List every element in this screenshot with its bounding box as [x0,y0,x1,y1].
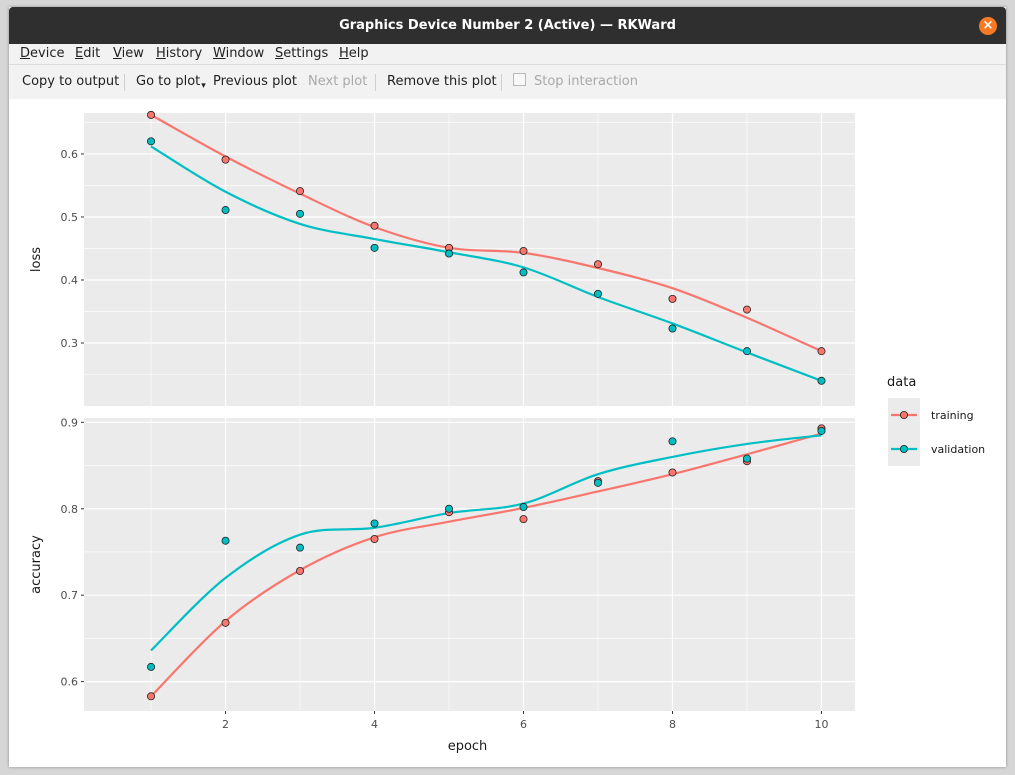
go-to-plot-button[interactable]: Go to plot▾ [136,65,206,99]
y-tick-label: 0.4 [61,274,79,287]
x-tick-label: 8 [669,718,676,731]
legend: data training validation [887,375,985,466]
x-tick-label: 10 [814,718,828,731]
validation-smooth-line [150,145,822,382]
legend-label-training: training [931,409,974,422]
checkbox-icon [513,73,526,86]
validation-point [594,289,603,298]
legend-key-point [900,444,909,453]
training-point [519,246,528,255]
x-axis-label: epoch [448,739,488,754]
previous-plot-button[interactable]: Previous plot [213,74,297,89]
window-title: Graphics Device Number 2 (Active) — RKWa… [339,18,676,33]
validation-point [519,503,528,512]
training-point [296,566,305,575]
validation-point [668,437,677,446]
menu-bar: Device Edit View History Window Settings… [9,44,1006,65]
menu-edit[interactable]: Edit [75,46,101,61]
training-point [147,110,156,119]
validation-point [370,519,379,528]
y-tick-label: 0.6 [61,148,79,161]
y-tick-label: 0.5 [61,211,79,224]
x-tick-label: 2 [222,718,229,731]
validation-point [147,137,156,146]
validation-point [742,347,751,356]
stop-interaction-label: Stop interaction [534,74,638,89]
legend-key-point [900,410,909,419]
training-smooth-line [150,113,822,353]
y-tick-label: 0.7 [61,589,79,602]
x-tick-label: 4 [371,718,378,731]
validation-point [519,268,528,277]
training-point [221,618,230,627]
validation-point [221,536,230,545]
legend-title: data [887,375,916,390]
dropdown-arrow-icon: ▾ [201,81,206,91]
training-point [147,692,156,701]
plot-area[interactable]: 0.3 0.4 0.5 0.6 loss 0.6 0.7 0.8 0.9 accuracy 2 4… [9,99,1006,767]
validation-point [147,662,156,671]
menu-view[interactable]: View [113,46,144,61]
y-tick-label: 0.8 [61,503,79,516]
panel-background [84,113,855,406]
validation-point [296,543,305,552]
validation-point [668,324,677,333]
training-point [370,535,379,544]
toolbar-separator [501,74,502,91]
menu-help[interactable]: Help [339,46,369,61]
training-point [296,187,305,196]
y-tick-label: 0.3 [61,337,79,350]
training-point [817,347,826,356]
validation-point [817,376,826,385]
validation-point [817,426,826,435]
validation-point [445,504,454,513]
menu-history[interactable]: History [156,46,203,61]
toolbar: Copy to output Go to plot▾ Previous plot… [9,65,1006,100]
copy-to-output-button[interactable]: Copy to output [22,74,120,89]
validation-point [445,249,454,258]
go-to-plot-label: Go to plot [136,74,201,89]
x-axis: 2 4 6 8 10 epoch [222,711,828,754]
training-point [594,260,603,269]
panel-background [84,418,855,711]
close-icon[interactable]: × [979,17,997,35]
validation-point [296,209,305,218]
validation-point [221,206,230,215]
y-tick-label: 0.9 [61,416,79,429]
validation-point [742,454,751,463]
toolbar-separator [375,74,376,91]
y-axis-label: accuracy [29,535,44,594]
remove-this-plot-button[interactable]: Remove this plot [387,74,497,89]
title-bar[interactable]: Graphics Device Number 2 (Active) — RKWa… [9,7,1006,44]
menu-settings[interactable]: Settings [275,46,329,61]
training-point [742,305,751,314]
training-point [668,294,677,303]
toolbar-separator [124,74,125,91]
training-point [370,221,379,230]
training-smooth-line [150,432,822,698]
legend-label-validation: validation [931,443,985,456]
menu-device[interactable]: Device [20,46,65,61]
accuracy-facet: 0.6 0.7 0.8 0.9 accuracy [29,416,855,711]
menu-window[interactable]: Window [213,46,265,61]
training-point [668,468,677,477]
rkward-graphics-window: Graphics Device Number 2 (Active) — RKWa… [9,7,1006,767]
loss-facet: 0.3 0.4 0.5 0.6 loss [29,110,855,406]
y-axis-label: loss [29,247,44,272]
validation-point [594,478,603,487]
validation-point [370,243,379,252]
stop-interaction-toggle: Stop interaction [513,65,638,99]
y-tick-label: 0.6 [61,676,79,689]
training-point [519,515,528,524]
training-point [221,155,230,164]
x-tick-label: 6 [520,718,527,731]
plot-svg: 0.3 0.4 0.5 0.6 loss 0.6 0.7 0.8 0.9 accuracy 2 4… [29,110,985,754]
validation-smooth-line [150,434,822,652]
next-plot-button: Next plot [308,74,368,89]
